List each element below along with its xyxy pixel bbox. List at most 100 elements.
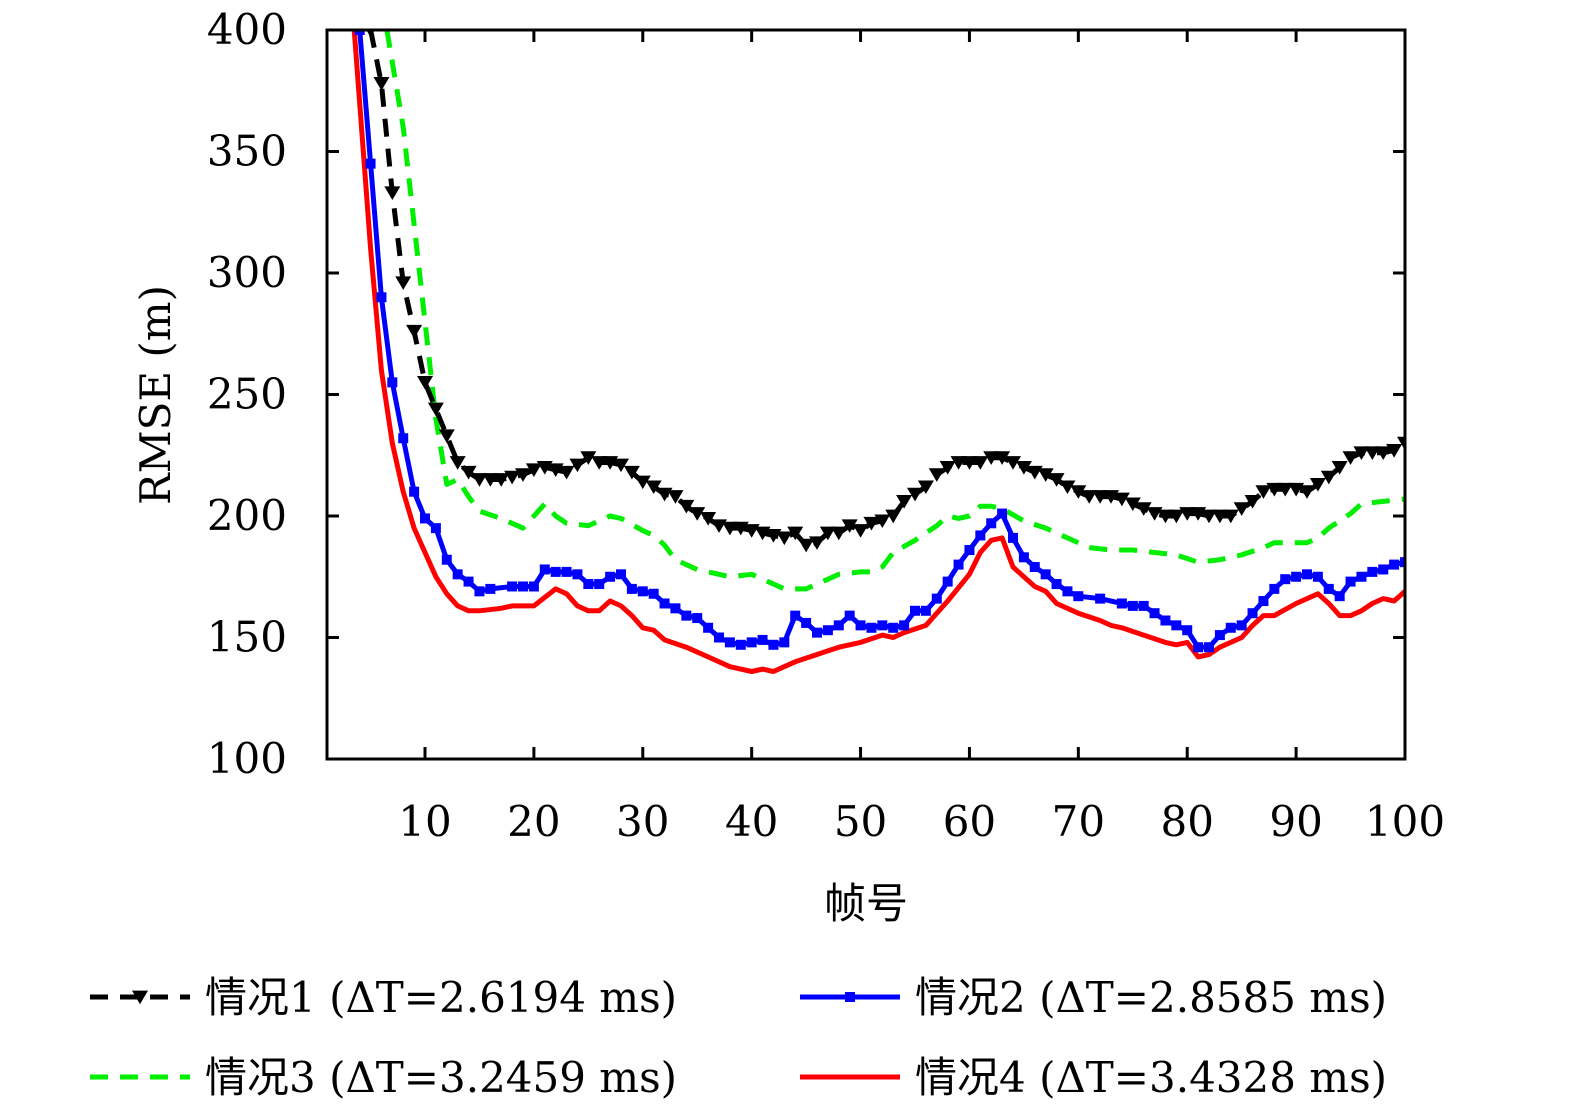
- y-tick-label: 400: [207, 5, 287, 54]
- data-point: [561, 566, 572, 577]
- data-point: [931, 593, 942, 604]
- data-point: [953, 559, 964, 570]
- y-tick-label: 350: [207, 127, 287, 176]
- data-point: [833, 620, 844, 631]
- data-point: [1225, 622, 1236, 633]
- data-point: [384, 186, 401, 201]
- plot-frame: [325, 28, 1407, 761]
- data-point: [1138, 600, 1149, 611]
- data-point: [1247, 608, 1258, 619]
- data-point: [1204, 642, 1214, 653]
- data-point: [888, 622, 899, 633]
- data-point: [812, 627, 822, 638]
- series-line: [384, 30, 1405, 592]
- data-point: [1168, 509, 1185, 524]
- data-point: [1244, 495, 1261, 509]
- data-point: [493, 473, 510, 487]
- data-point: [928, 468, 945, 482]
- y-axis-label: RMSE (m): [131, 285, 180, 505]
- series-line: [368, 30, 1405, 548]
- data-point: [863, 516, 880, 531]
- data-point: [583, 579, 594, 590]
- data-point: [1008, 532, 1018, 543]
- data-point: [776, 531, 793, 546]
- data-point: [746, 637, 757, 648]
- data-point: [855, 620, 866, 631]
- legend-marker: [845, 992, 855, 1002]
- data-point: [1280, 574, 1291, 585]
- data-point: [1266, 482, 1283, 497]
- data-point: [539, 564, 550, 575]
- data-point: [1062, 586, 1073, 597]
- legend-entry-4: 情况4 (ΔT=3.4328 ms): [800, 1053, 1387, 1102]
- data-point: [1048, 473, 1065, 487]
- data-point: [910, 605, 920, 616]
- data-point: [1236, 620, 1247, 631]
- data-point: [1160, 615, 1171, 626]
- data-point: [1214, 630, 1225, 641]
- data-point: [1312, 571, 1323, 582]
- data-point: [844, 610, 855, 621]
- y-tick-label: 200: [207, 491, 287, 540]
- legend-marker: [132, 990, 148, 1005]
- legend-entry-2: 情况2 (ΔT=2.8585 ms): [800, 973, 1387, 1022]
- data-point: [1323, 583, 1334, 594]
- data-point: [482, 473, 499, 487]
- data-point: [735, 639, 746, 650]
- data-point: [1193, 642, 1204, 653]
- legend-label: 情况2 (ΔT=2.8585 ms): [915, 973, 1387, 1022]
- series-line: [357, 30, 1405, 650]
- data-point: [714, 632, 724, 643]
- data-point: [809, 536, 825, 550]
- legend-entry-1: 情况1 (ΔT=2.6194 ms): [90, 973, 677, 1022]
- data-point: [1400, 557, 1405, 568]
- data-point: [1051, 579, 1062, 590]
- data-point: [460, 465, 477, 480]
- data-point: [670, 603, 681, 614]
- data-point: [874, 514, 891, 529]
- data-point: [822, 625, 833, 636]
- data-point: [648, 588, 659, 599]
- x-tick-label: 90: [1269, 797, 1322, 846]
- data-point: [387, 377, 398, 388]
- data-point: [1320, 470, 1337, 485]
- data-point: [558, 465, 575, 480]
- legend: 情况1 (ΔT=2.6194 ms) 情况2 (ΔT=2.8585 ms) 情况3 …: [90, 973, 1387, 1102]
- data-point: [637, 586, 648, 597]
- data-point: [420, 513, 430, 524]
- data-point: [1182, 625, 1193, 636]
- data-point: [572, 569, 583, 580]
- data-point: [997, 508, 1008, 519]
- data-point: [1222, 509, 1239, 524]
- data-point: [877, 620, 888, 631]
- data-point: [972, 456, 989, 470]
- data-point: [1070, 485, 1087, 499]
- data-point: [1342, 451, 1359, 465]
- legend-entry-3: 情况3 (ΔT=3.2459 ms): [90, 1053, 677, 1102]
- data-point: [1389, 559, 1400, 570]
- data-point: [986, 518, 997, 529]
- data-point: [1029, 562, 1040, 573]
- data-point: [950, 456, 967, 470]
- data-point: [518, 581, 528, 592]
- data-point: [1375, 446, 1392, 461]
- y-tick-label: 150: [207, 613, 287, 662]
- data-point: [1299, 485, 1315, 499]
- series-3: [384, 30, 1405, 592]
- series-line: [351, 30, 1405, 674]
- data-point: [525, 463, 542, 478]
- y-tick-label: 100: [207, 734, 287, 783]
- data-point: [779, 637, 790, 648]
- data-point: [623, 465, 640, 480]
- data-point: [678, 499, 695, 514]
- data-point: [1367, 566, 1378, 577]
- data-point: [1015, 461, 1032, 475]
- x-tick-label: 30: [616, 797, 669, 846]
- data-point: [452, 569, 463, 580]
- data-point: [899, 620, 910, 631]
- data-point: [373, 77, 390, 91]
- data-point: [866, 622, 877, 633]
- data-point: [920, 605, 931, 616]
- series-1: [366, 30, 1405, 553]
- data-point: [1331, 461, 1348, 475]
